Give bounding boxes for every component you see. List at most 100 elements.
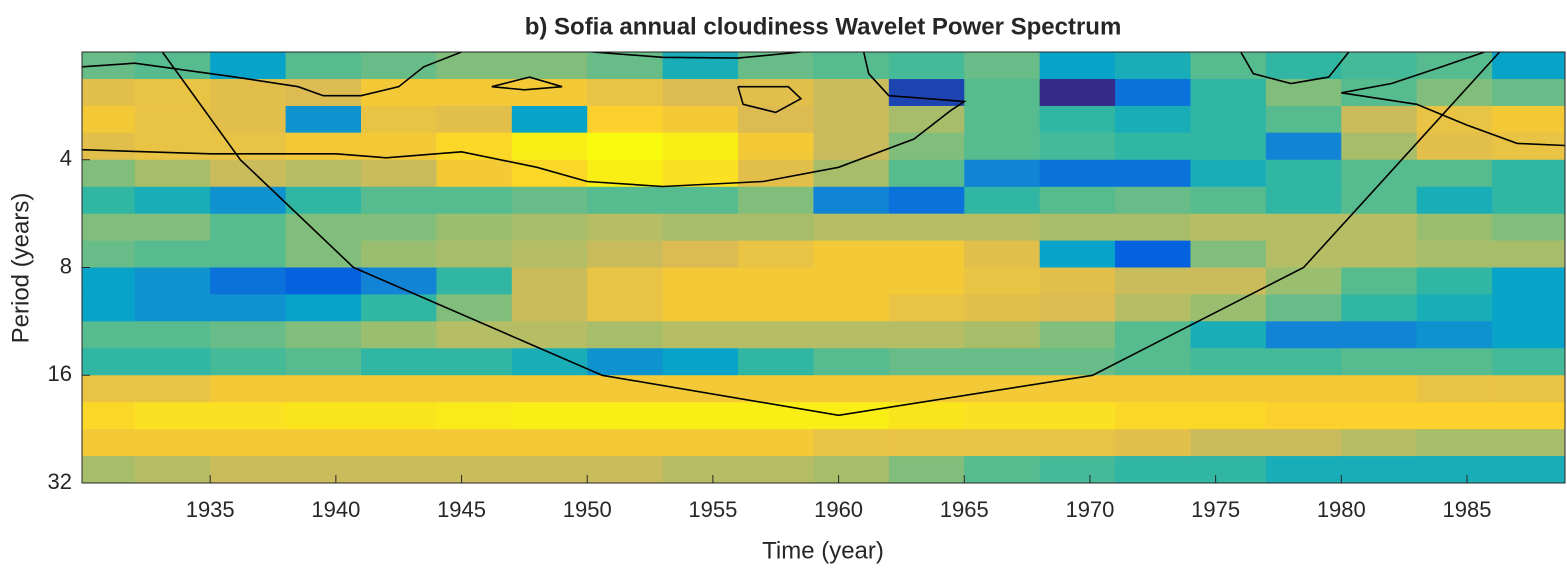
heatmap-cell — [1115, 79, 1191, 107]
heatmap-cell — [285, 79, 362, 107]
heatmap-cell — [1265, 321, 1342, 349]
heatmap-cell — [82, 348, 136, 376]
heatmap-cell — [1265, 213, 1342, 242]
heatmap-cell — [1341, 105, 1418, 134]
heatmap-cell — [436, 348, 513, 376]
heatmap-cell — [1265, 294, 1342, 322]
heatmap-cell — [1265, 402, 1342, 430]
heatmap-cell — [361, 186, 437, 215]
heatmap-cell — [738, 321, 814, 349]
heatmap-cell — [134, 375, 211, 403]
heatmap-cell — [285, 159, 362, 188]
heatmap-cell — [361, 375, 437, 403]
heatmap-cell — [1341, 321, 1418, 349]
heatmap-cell — [210, 294, 287, 322]
heatmap — [82, 52, 1565, 483]
heatmap-cell — [1039, 456, 1116, 483]
heatmap-cell — [1416, 186, 1493, 215]
x-tick-label: 1970 — [1065, 497, 1114, 522]
heatmap-cell — [813, 79, 890, 107]
heatmap-cell — [361, 456, 437, 483]
heatmap-cell — [285, 294, 362, 322]
heatmap-cell — [134, 240, 211, 268]
heatmap-cell — [888, 294, 965, 322]
heatmap-cell — [813, 159, 890, 188]
heatmap-cell — [1492, 105, 1565, 134]
heatmap-cell — [587, 132, 664, 161]
heatmap-cell — [1039, 52, 1116, 80]
heatmap-cell — [1265, 105, 1342, 134]
heatmap-cell — [134, 294, 211, 322]
significance-contour — [592, 52, 801, 59]
heatmap-cell — [1416, 294, 1493, 322]
heatmap-cell — [436, 321, 513, 349]
significance-contour — [1240, 52, 1350, 85]
heatmap-cell — [285, 132, 362, 161]
heatmap-cell — [1115, 132, 1191, 161]
heatmap-cell — [587, 267, 664, 295]
heatmap-cell — [361, 213, 437, 242]
heatmap-cell — [82, 213, 136, 242]
heatmap-cell — [1190, 429, 1267, 457]
heatmap-cell — [361, 159, 437, 188]
heatmap-cell — [1190, 321, 1267, 349]
heatmap-cell — [285, 348, 362, 376]
heatmap-cell — [1190, 267, 1267, 295]
heatmap-cell — [134, 159, 211, 188]
heatmap-cell — [285, 321, 362, 349]
heatmap-cell — [888, 79, 965, 107]
heatmap-cell — [1265, 375, 1342, 403]
heatmap-cell — [1492, 132, 1565, 161]
heatmap-cell — [511, 132, 588, 161]
heatmap-cell — [1492, 294, 1565, 322]
heatmap-cell — [587, 402, 664, 430]
heatmap-cell — [82, 321, 136, 349]
heatmap-cell — [361, 105, 437, 134]
heatmap-cell — [1039, 321, 1116, 349]
heatmap-cell — [587, 79, 664, 107]
heatmap-cell — [1190, 79, 1267, 107]
heatmap-cell — [1416, 267, 1493, 295]
heatmap-cell — [1416, 456, 1493, 483]
heatmap-cell — [662, 132, 739, 161]
heatmap-cell — [587, 321, 664, 349]
heatmap-cell — [888, 213, 965, 242]
heatmap-cell — [1341, 267, 1418, 295]
x-tick-label: 1935 — [186, 497, 235, 522]
heatmap-cell — [1341, 456, 1418, 483]
x-tick-label: 1960 — [814, 497, 863, 522]
heatmap-cell — [1115, 456, 1191, 483]
heatmap-cell — [1416, 52, 1493, 80]
heatmap-cell — [82, 429, 136, 457]
heatmap-cell — [1492, 321, 1565, 349]
heatmap-cell — [82, 159, 136, 188]
heatmap-cell — [1039, 159, 1116, 188]
heatmap-cell — [888, 429, 965, 457]
x-tick-label: 1975 — [1191, 497, 1240, 522]
heatmap-cell — [1039, 402, 1116, 430]
heatmap-cell — [738, 348, 814, 376]
heatmap-cell — [210, 375, 287, 403]
heatmap-cell — [662, 267, 739, 295]
heatmap-cell — [964, 294, 1041, 322]
heatmap-cell — [436, 402, 513, 430]
heatmap-cell — [738, 132, 814, 161]
heatmap-cell — [82, 79, 136, 107]
heatmap-cell — [1492, 213, 1565, 242]
heatmap-cell — [511, 375, 588, 403]
significance-contour — [82, 52, 462, 97]
heatmap-cell — [134, 429, 211, 457]
heatmap-cell — [210, 429, 287, 457]
heatmap-cell — [1341, 52, 1418, 80]
heatmap-cell — [1039, 132, 1116, 161]
x-tick-label: 1940 — [311, 497, 360, 522]
heatmap-cell — [1115, 159, 1191, 188]
heatmap-cell — [1265, 159, 1342, 188]
heatmap-cell — [813, 105, 890, 134]
heatmap-cell — [587, 105, 664, 134]
heatmap-cell — [1265, 132, 1342, 161]
heatmap-cell — [1492, 402, 1565, 430]
heatmap-cell — [964, 321, 1041, 349]
heatmap-cell — [1265, 456, 1342, 483]
